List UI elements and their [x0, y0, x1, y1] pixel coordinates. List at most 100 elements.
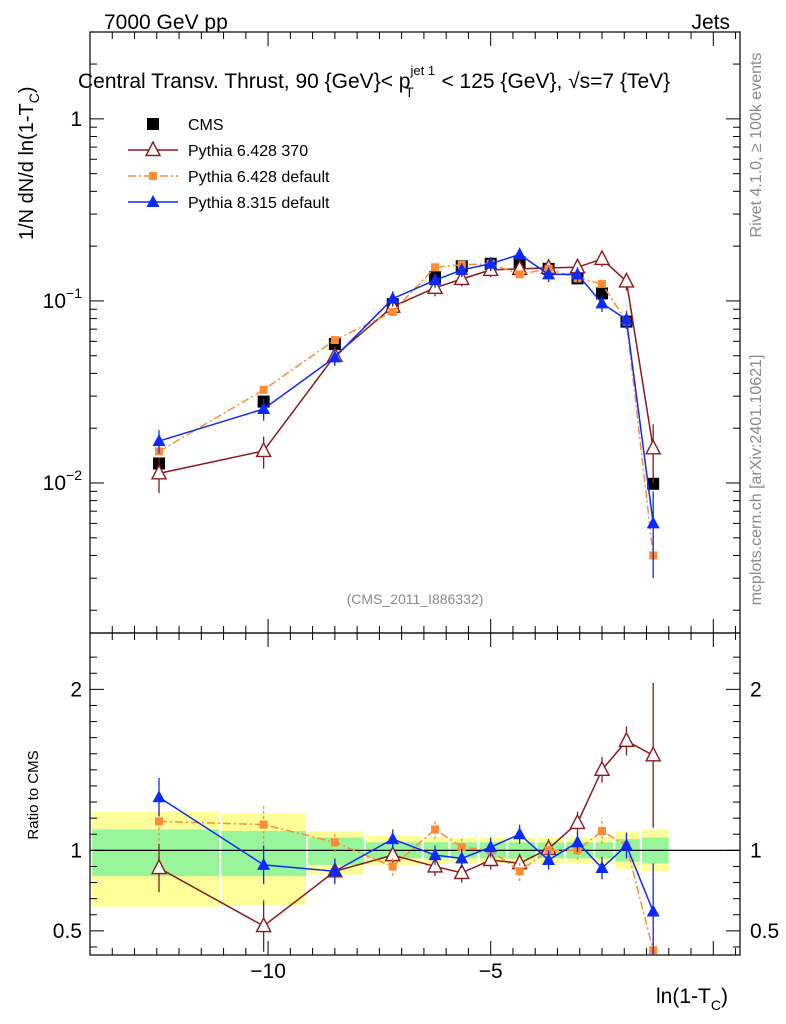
main-data-point — [593, 249, 611, 266]
main-y-tick-label: 10−1 — [43, 285, 83, 313]
main-panel-frame — [89, 31, 741, 634]
ratio-y-tick-label-right: 0.5 — [750, 920, 779, 943]
ratio-ticks: 2 2 1 1 0.5 0.5 −10 −5 — [53, 633, 779, 983]
main-data-point — [645, 438, 662, 455]
main-ticks: 110−110−2 — [43, 31, 740, 633]
main-data-point — [595, 296, 609, 309]
ratio-data-point — [453, 863, 470, 880]
analysis-id-watermark: (CMS_2011_I886332) — [347, 591, 484, 607]
main-y-label-close: ) — [16, 86, 38, 93]
legend-marker — [144, 140, 162, 157]
main-panel — [89, 31, 741, 634]
main-data-point — [330, 336, 339, 345]
main-data-point — [571, 267, 584, 280]
main-data-point — [597, 279, 606, 288]
header-left-label: 7000 GeV pp — [104, 11, 228, 34]
ratio-y-label: Ratio to CMS — [25, 750, 42, 839]
ratio-data-point — [618, 731, 635, 748]
main-data-point — [388, 307, 397, 316]
ratio-data-point — [619, 838, 633, 851]
title-superscript: jet 1 — [409, 63, 435, 78]
x-tick-label: −5 — [479, 960, 503, 983]
ratio-data-point — [457, 843, 466, 852]
main-y-tick-base: 10 — [43, 472, 66, 495]
main-data-point — [455, 262, 469, 275]
main-data-point — [152, 434, 166, 447]
main-data-point — [595, 287, 608, 300]
mcplots-label: mcplots.cern.ch [arXiv:2401.10621] — [748, 355, 765, 606]
main-data-point — [646, 516, 660, 529]
legend-label: Pythia 8.315 default — [188, 195, 330, 212]
ratio-y-tick-label-right: 2 — [750, 678, 762, 701]
ratio-bands — [90, 811, 740, 907]
main-y-tick-exp: −2 — [66, 467, 82, 483]
legend-marker — [146, 195, 160, 207]
main-data-point — [647, 477, 660, 490]
ratio-data-point — [484, 840, 498, 853]
main-data-point — [484, 256, 498, 269]
ratio-data-point — [482, 850, 499, 867]
title-part1: Central Transv. Thrust, 90 {GeV}< p — [78, 70, 410, 93]
legend-label: CMS — [188, 117, 224, 134]
ratio-data-point — [542, 853, 556, 866]
main-y-tick-label: 1 — [70, 108, 82, 131]
x-tick-label: −10 — [250, 960, 286, 983]
header-right-label: Jets — [691, 11, 730, 34]
ratio-data-point — [426, 856, 444, 873]
main-y-tick-label: 10−2 — [43, 467, 83, 495]
ratio-data-point — [646, 904, 660, 917]
ratio-data-point — [255, 916, 272, 933]
main-data-point — [328, 350, 342, 363]
main-y-tick-base: 10 — [43, 290, 66, 313]
main-data-point — [257, 401, 271, 414]
ratio-y-tick-label: 2 — [70, 678, 82, 701]
ratio-data-point — [388, 862, 397, 871]
rivet-version-label: Rivet 4.1.0, ≥ 100k events — [748, 53, 765, 238]
legend-label: Pythia 6.428 370 — [188, 143, 308, 160]
main-y-label-sub: C — [26, 93, 42, 103]
ratio-data-point — [259, 820, 268, 829]
ratio-data-point — [455, 851, 469, 864]
legend: CMS Pythia 6.428 370 Pythia 6.428 default P… — [128, 117, 330, 212]
legend-marker — [147, 118, 159, 130]
title-subscript: T — [405, 84, 414, 100]
main-data-point — [431, 263, 440, 272]
ratio-data-point — [328, 864, 342, 877]
main-data-point — [513, 247, 527, 260]
ratio-data-point — [330, 838, 339, 847]
ratio-data-point — [513, 827, 527, 840]
main-data-point — [515, 270, 524, 279]
main-data-point — [542, 267, 556, 280]
ratio-y-tick-label: 0.5 — [53, 920, 82, 943]
ratio-series — [150, 682, 662, 955]
x-axis-label-close: ) — [721, 985, 728, 1008]
ratio-data-point — [645, 745, 662, 762]
legend-label: Pythia 6.428 default — [188, 169, 330, 186]
ratio-data-point — [595, 861, 609, 874]
x-axis-label: ln(1-TC) — [656, 985, 728, 1013]
ratio-data-point — [597, 827, 606, 836]
ratio-data-point — [593, 760, 611, 777]
plot-title: Central Transv. Thrust, 90 {GeV}< pjet 1… — [78, 63, 670, 100]
main-data-point — [428, 273, 442, 286]
title-part2: < 125 {GeV}, √s=7 {TeV} — [436, 70, 671, 93]
main-y-tick-exp: −1 — [66, 285, 82, 301]
main-data-point — [386, 291, 400, 304]
main-data-point — [150, 463, 168, 480]
main-data-point — [619, 312, 633, 325]
ratio-data-point — [155, 817, 164, 826]
ratio-data-point — [431, 825, 440, 834]
main-data-point — [255, 441, 272, 458]
main-data-point — [259, 385, 268, 394]
ratio-data-point — [152, 790, 166, 803]
ratio-data-point — [428, 848, 442, 861]
legend-marker — [149, 172, 157, 180]
ratio-panel-frame — [89, 632, 741, 956]
main-y-label-text: 1/N dN/d ln(1-T — [16, 103, 38, 240]
ratio-y-tick-label: 1 — [70, 839, 82, 862]
x-axis-label-text: ln(1-T — [656, 985, 711, 1008]
ratio-data-point — [150, 858, 168, 875]
main-series — [150, 247, 662, 579]
ratio-data-point — [569, 813, 586, 830]
